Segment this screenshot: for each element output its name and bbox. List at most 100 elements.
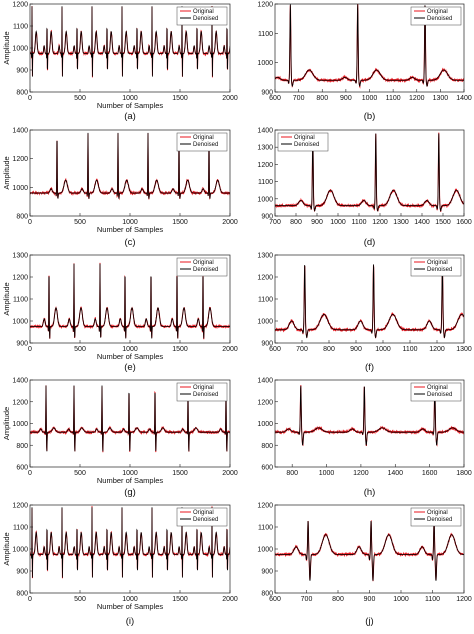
x-tick-label: 1000 (122, 219, 138, 226)
x-tick-label: 2000 (222, 95, 238, 102)
x-tick-label: 1500 (172, 470, 188, 477)
y-tick-label: 1000 (257, 319, 273, 326)
legend-label: Denoised (294, 142, 319, 148)
y-tick-label: 900 (261, 341, 273, 348)
x-axis-label: Number of Samples (97, 602, 164, 611)
series-denoised-line (30, 507, 230, 578)
x-tick-label: 700 (269, 219, 281, 226)
y-tick-label: 1100 (13, 525, 28, 532)
y-tick-label: 800 (16, 443, 28, 450)
y-tick-label: 1300 (12, 253, 28, 260)
x-tick-label: 1400 (456, 95, 472, 102)
y-tick-label: 1200 (257, 399, 273, 406)
panel-caption: (b) (364, 111, 376, 122)
x-tick-label: 500 (74, 596, 86, 603)
series-denoised-line (275, 521, 464, 581)
y-tick-label: 1400 (12, 378, 28, 385)
x-tick-label: 0 (28, 470, 32, 477)
panel-caption: (h) (364, 487, 376, 498)
series-original-line (30, 5, 230, 78)
y-tick-label: 900 (261, 569, 273, 576)
panel-caption: (f) (365, 362, 374, 373)
legend-label: Denoised (193, 142, 218, 148)
panel-i: 0 500 1000 1500 2000 800 900 1000 1100 1200 Number… (2, 503, 238, 628)
y-tick-label: 1200 (12, 275, 28, 282)
panel-caption: (j) (365, 616, 373, 627)
y-tick-label: 1200 (257, 275, 273, 282)
x-tick-label: 1100 (351, 219, 366, 226)
x-tick-label: 1000 (122, 346, 138, 353)
x-tick-label: 500 (74, 95, 86, 102)
x-axis-label: Number of Samples (97, 352, 164, 361)
x-tick-label: 0 (28, 219, 32, 226)
plot-area-a (30, 5, 230, 78)
legend-label: Denoised (193, 392, 218, 398)
panel-e: 0 500 1000 1500 2000 900 1000 1100 1200 1300 Numbe… (2, 253, 238, 374)
x-axis-label: Number of Samples (97, 476, 164, 485)
x-tick-label: 900 (340, 95, 352, 102)
y-tick-label: 1000 (257, 547, 273, 554)
x-tick-label: 600 (269, 95, 281, 102)
y-tick-label: 1100 (13, 24, 28, 31)
panel-c: 0 500 1000 1500 2000 800 1000 1200 1400 Number of… (2, 128, 238, 249)
y-tick-label: 1200 (12, 2, 28, 9)
series-denoised-line (30, 6, 230, 77)
panel-caption: (c) (124, 237, 135, 248)
x-tick-label: 700 (301, 596, 313, 603)
x-tick-label: 1200 (429, 346, 445, 353)
x-tick-label: 1000 (330, 219, 346, 226)
x-tick-label: 1000 (122, 95, 138, 102)
plot-area-h (275, 385, 464, 447)
y-tick-label: 1000 (12, 46, 28, 53)
x-tick-label: 1000 (122, 470, 138, 477)
panel-caption: (e) (124, 362, 136, 373)
x-axis-label: Number of Samples (97, 101, 164, 110)
x-tick-label: 1500 (172, 596, 188, 603)
series-denoised-line (30, 263, 230, 339)
y-tick-label: 1400 (257, 378, 273, 385)
legend-label: Original (193, 135, 214, 141)
series-denoised-line (275, 385, 464, 446)
y-tick-label: 1200 (257, 503, 273, 510)
x-tick-label: 500 (74, 470, 86, 477)
x-tick-label: 1600 (456, 219, 472, 226)
legend-label: Denoised (193, 16, 218, 22)
x-tick-label: 700 (293, 95, 305, 102)
series-original-line (30, 506, 230, 579)
legend-label: Original (193, 9, 214, 15)
y-axis-label: Amplitude (2, 282, 11, 315)
x-tick-label: 1500 (172, 219, 188, 226)
plot-area-c (30, 132, 230, 201)
y-tick-label: 800 (261, 443, 273, 450)
x-tick-label: 1000 (319, 470, 335, 477)
legend-label: Original (294, 135, 315, 141)
plot-area-d (275, 132, 464, 212)
y-tick-label: 800 (16, 591, 28, 598)
x-tick-label: 1000 (375, 346, 391, 353)
axes-frame (274, 129, 465, 217)
x-tick-label: 0 (28, 95, 32, 102)
y-tick-label: 1000 (257, 421, 273, 428)
x-tick-label: 1000 (393, 596, 409, 603)
y-axis-label: Amplitude (2, 532, 11, 565)
y-tick-label: 1000 (12, 421, 28, 428)
y-tick-label: 600 (261, 465, 273, 472)
legend-label: Denoised (427, 267, 452, 273)
panel-a: 0 500 1000 1500 2000 800 900 1000 1100 1200 Number… (2, 2, 238, 123)
plot-area-i (30, 506, 230, 579)
x-tick-label: 1400 (387, 470, 403, 477)
x-tick-label: 1100 (386, 95, 401, 102)
y-axis-label: Amplitude (2, 407, 11, 440)
y-axis-label: Amplitude (2, 156, 11, 189)
x-tick-label: 700 (296, 346, 308, 353)
x-tick-label: 800 (316, 95, 328, 102)
panel-h: 800 1000 1200 1400 1600 1800 600 800 1000 1200 140… (257, 378, 471, 499)
x-tick-label: 1100 (425, 596, 440, 603)
plot-area-b (275, 4, 464, 89)
legend-label: Original (427, 385, 448, 391)
